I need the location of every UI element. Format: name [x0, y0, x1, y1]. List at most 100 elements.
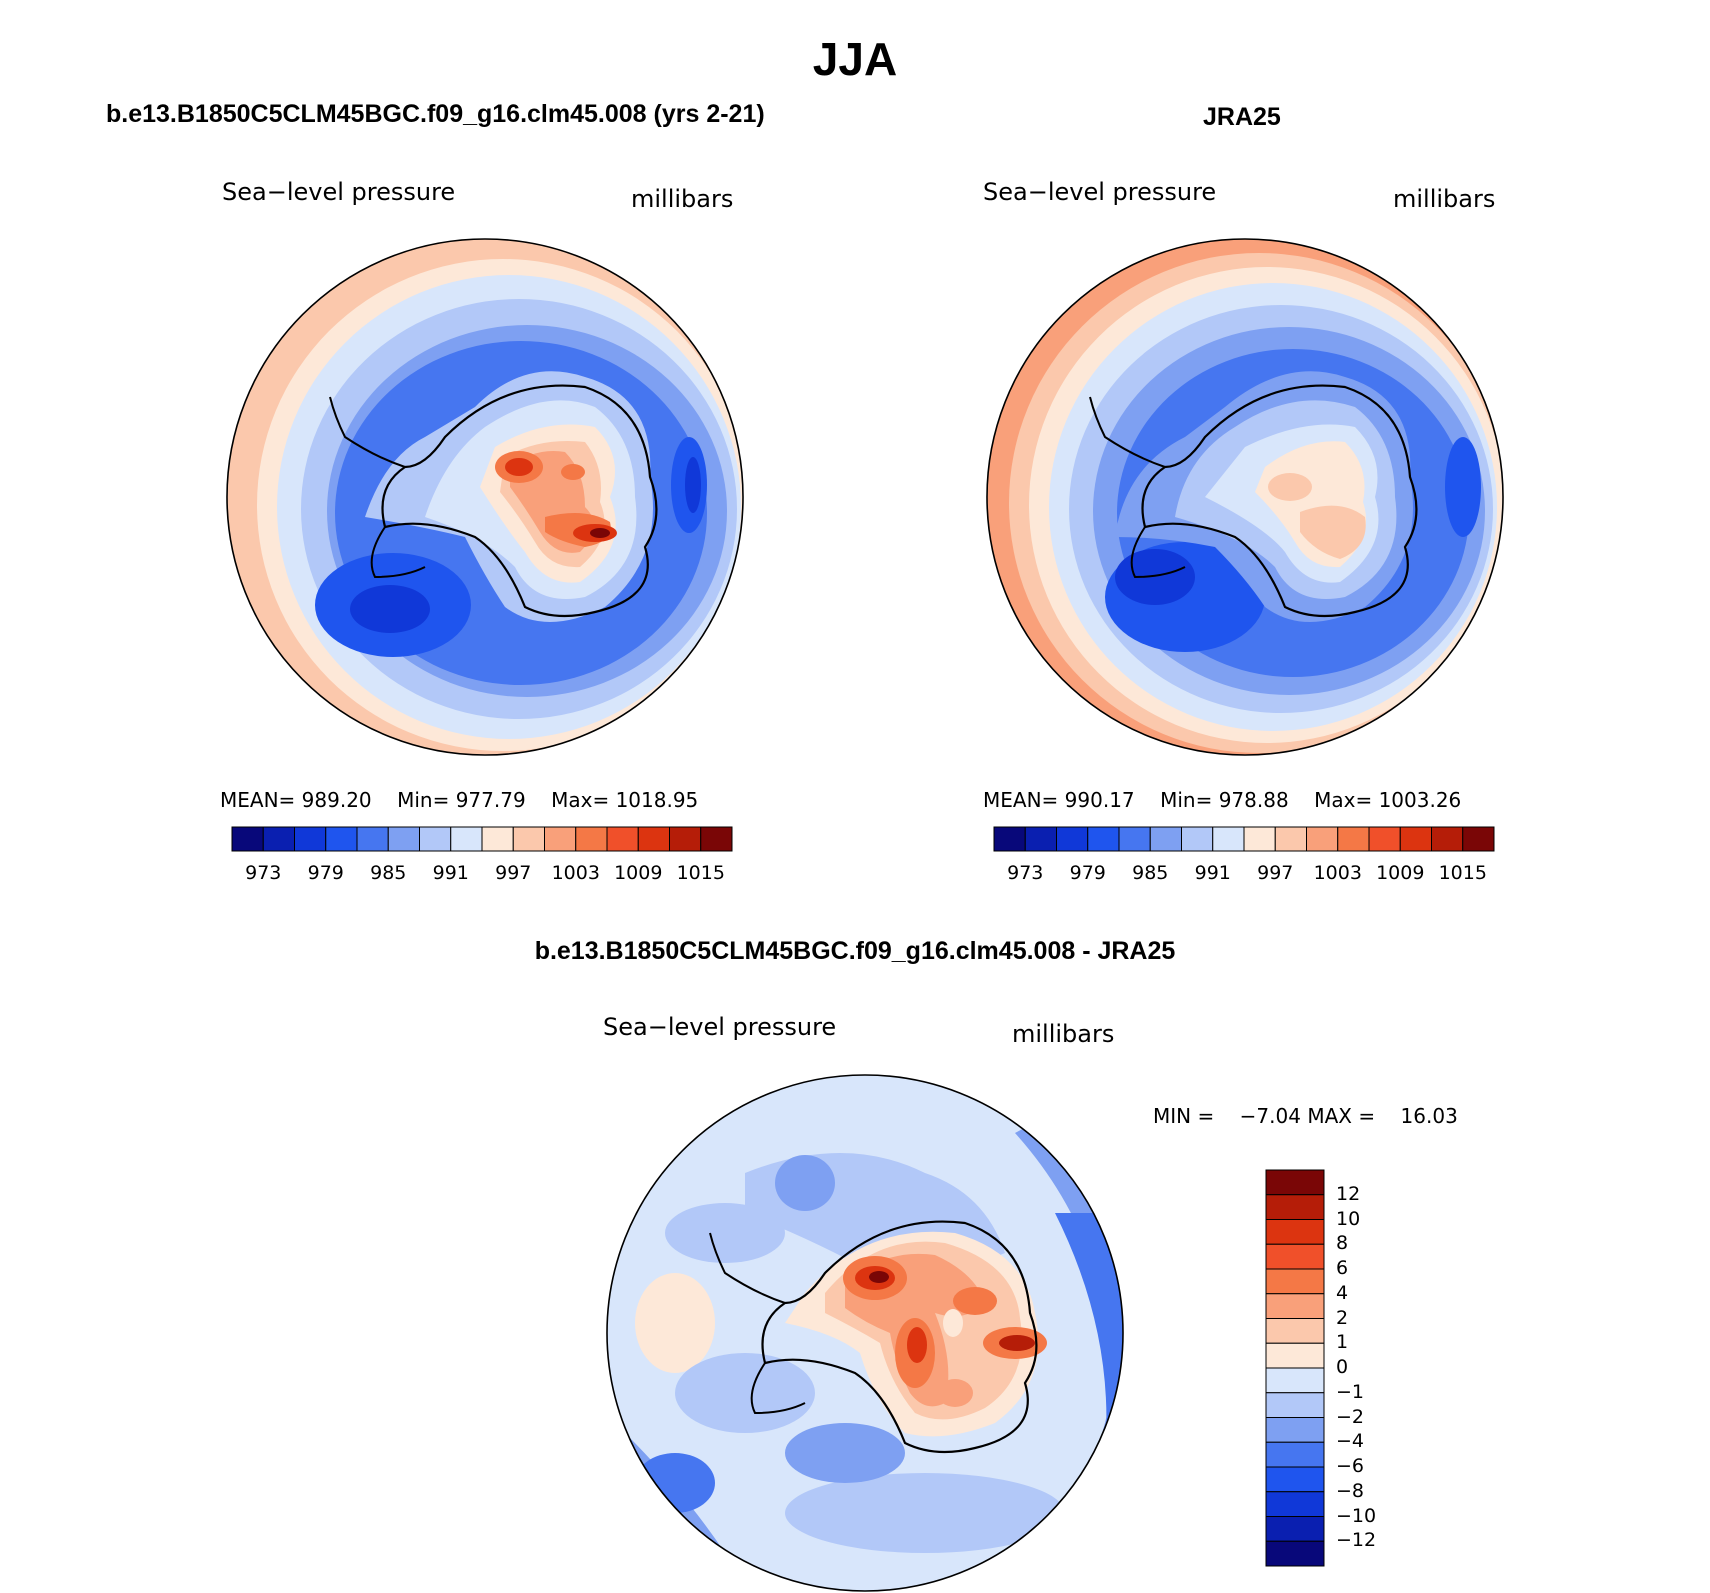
diff-polar-map	[606, 1074, 1124, 1592]
colorbar-tick-label: 1003	[551, 862, 600, 884]
colorbar-swatch	[1243, 826, 1276, 852]
colorbar-tick-label: 8	[1336, 1232, 1349, 1255]
colorbar-tick-label: 1	[1336, 1331, 1349, 1354]
model-colorbar-labels: 973 979 985 991 997 1003 1009 1015	[232, 862, 732, 888]
colorbar-swatch	[993, 826, 1026, 852]
colorbar-tick-label: −4	[1336, 1430, 1365, 1453]
colorbar-swatch	[512, 826, 545, 852]
obs-colorbar	[993, 826, 1495, 852]
colorbar-tick-label: 1003	[1313, 862, 1362, 884]
colorbar-swatch	[1265, 1516, 1325, 1542]
colorbar-swatch	[1087, 826, 1120, 852]
colorbar-tick-label: 997	[495, 862, 532, 884]
colorbar-tick-label: 991	[432, 862, 469, 884]
colorbar-tick-label: −8	[1336, 1479, 1365, 1502]
colorbar-swatch	[1265, 1367, 1325, 1394]
model-max-value: 1018.95	[615, 788, 699, 812]
obs-max-label: Max=	[1314, 788, 1373, 812]
colorbar-swatch	[450, 826, 483, 852]
colorbar-tick-label: 985	[1132, 862, 1169, 884]
model-mean-value: 989.20	[301, 788, 372, 812]
colorbar-swatch	[1306, 826, 1339, 852]
colorbar-swatch	[1265, 1268, 1325, 1295]
colorbar-swatch	[606, 826, 639, 852]
model-mean-label: MEAN=	[220, 788, 296, 812]
colorbar-swatch	[1024, 826, 1057, 852]
obs-units-label: millibars	[1393, 185, 1496, 213]
colorbar-tick-label: 10	[1336, 1207, 1361, 1230]
colorbar-tick-label: 4	[1336, 1281, 1349, 1304]
colorbar-tick-label: 2	[1336, 1306, 1349, 1329]
colorbar-swatch	[1265, 1169, 1325, 1196]
obs-mean-value: 990.17	[1064, 788, 1135, 812]
model-colorbar	[231, 826, 733, 852]
colorbar-tick-label: 1009	[614, 862, 663, 884]
diff-max-value: 16.03	[1400, 1104, 1458, 1128]
colorbar-swatch	[1212, 826, 1245, 852]
obs-colorbar-labels: 973 979 985 991 997 1003 1009 1015	[994, 862, 1494, 888]
diff-panel-title: b.e13.B1850C5CLM45BGC.f09_g16.clm45.008 …	[534, 937, 1176, 965]
colorbar-swatch	[1118, 826, 1151, 852]
figure-title: JJA	[812, 33, 898, 85]
colorbar-tick-label: −6	[1336, 1455, 1365, 1477]
colorbar-swatch	[1368, 826, 1401, 852]
colorbar-swatch	[1265, 1342, 1325, 1369]
colorbar-swatch	[1265, 1243, 1325, 1270]
colorbar-tick-label: 991	[1194, 862, 1231, 884]
colorbar-tick-label: 979	[1069, 862, 1106, 884]
colorbar-swatch	[1265, 1540, 1325, 1567]
colorbar-swatch	[294, 826, 327, 852]
colorbar-swatch	[481, 826, 514, 852]
colorbar-swatch	[1462, 826, 1495, 852]
model-polar-map	[226, 238, 744, 756]
model-max-label: Max=	[551, 788, 610, 812]
colorbar-swatch	[1274, 826, 1307, 852]
colorbar-swatch	[1431, 826, 1464, 852]
colorbar-swatch	[1181, 826, 1214, 852]
obs-stats: MEAN= 990.17 Min= 978.88 Max= 1003.26	[983, 788, 1461, 812]
obs-field-label: Sea−level pressure	[983, 178, 1217, 206]
colorbar-swatch	[1265, 1318, 1325, 1344]
diff-max-label: MAX =	[1307, 1104, 1376, 1128]
colorbar-swatch	[1265, 1491, 1325, 1517]
colorbar-swatch	[1265, 1466, 1325, 1493]
colorbar-tick-label: 1009	[1376, 862, 1425, 884]
colorbar-tick-label: 1015	[1438, 862, 1487, 884]
obs-max-value: 1003.26	[1378, 788, 1462, 812]
colorbar-swatch	[1149, 826, 1182, 852]
colorbar-swatch	[1265, 1293, 1325, 1319]
colorbar-swatch	[1056, 826, 1089, 852]
model-min-label: Min=	[397, 788, 450, 812]
diff-colorbar	[1265, 1169, 1325, 1567]
colorbar-tick-label: 0	[1336, 1356, 1349, 1378]
colorbar-swatch	[1399, 826, 1432, 852]
colorbar-tick-label: 997	[1257, 862, 1294, 884]
colorbar-swatch	[544, 826, 577, 852]
diff-min-label: MIN =	[1153, 1104, 1215, 1128]
colorbar-tick-label: 973	[1007, 862, 1044, 884]
colorbar-swatch	[637, 826, 670, 852]
colorbar-swatch	[669, 826, 702, 852]
obs-panel-title: JRA25	[1203, 103, 1281, 131]
colorbar-tick-label: 6	[1336, 1257, 1349, 1279]
obs-mean-label: MEAN=	[983, 788, 1059, 812]
colorbar-swatch	[262, 826, 295, 852]
obs-min-label: Min=	[1160, 788, 1213, 812]
colorbar-tick-label: 985	[370, 862, 407, 884]
colorbar-swatch	[387, 826, 420, 852]
obs-polar-map	[986, 238, 1504, 756]
diff-min-value: −7.04	[1239, 1104, 1301, 1128]
obs-min-value: 978.88	[1218, 788, 1289, 812]
colorbar-swatch	[1265, 1194, 1325, 1220]
colorbar-swatch	[1265, 1219, 1325, 1245]
colorbar-tick-label: 12	[1336, 1182, 1361, 1205]
model-stats: MEAN= 989.20 Min= 977.79 Max= 1018.95	[220, 788, 698, 812]
colorbar-tick-label: −2	[1336, 1405, 1365, 1428]
colorbar-swatch	[1265, 1417, 1325, 1443]
colorbar-swatch	[231, 826, 264, 852]
colorbar-tick-label: −12	[1336, 1529, 1377, 1552]
colorbar-tick-label: −10	[1336, 1504, 1377, 1527]
colorbar-swatch	[356, 826, 389, 852]
colorbar-tick-label: 973	[245, 862, 282, 884]
model-panel-title: b.e13.B1850C5CLM45BGC.f09_g16.clm45.008 …	[106, 100, 765, 128]
